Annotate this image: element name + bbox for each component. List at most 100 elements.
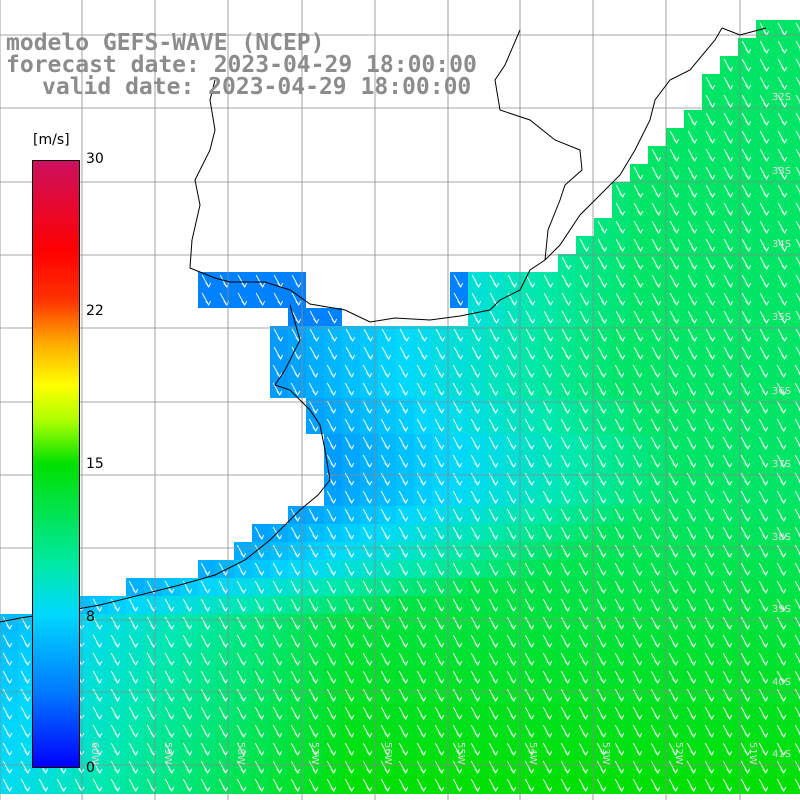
wind-speed-cell [270, 704, 288, 722]
wind-arrow [759, 58, 770, 72]
wind-speed-cell [0, 704, 18, 722]
wind-arrow [344, 454, 355, 468]
wind-speed-cell [774, 506, 792, 524]
wind-arrow [489, 274, 500, 288]
wind-arrow [686, 436, 697, 450]
wind-arrow [704, 652, 715, 666]
wind-speed-cell [468, 614, 486, 632]
wind-arrow [20, 706, 31, 720]
wind-speed-cell [306, 704, 324, 722]
wind-speed-cell [486, 362, 504, 380]
wind-arrow [542, 724, 553, 738]
wind-arrow [380, 400, 391, 414]
wind-speed-cell [216, 614, 234, 632]
wind-arrow [615, 220, 626, 234]
wind-arrow [291, 346, 302, 360]
wind-arrow [741, 328, 752, 342]
wind-arrow [650, 526, 661, 540]
wind-arrow [524, 400, 535, 414]
wind-arrow [308, 508, 319, 522]
wind-arrow [560, 652, 571, 666]
wind-speed-cell [720, 308, 738, 326]
wind-arrow [524, 544, 535, 558]
wind-speed-cell [0, 758, 18, 776]
wind-speed-cell [432, 560, 450, 578]
wind-speed-cell [792, 740, 800, 758]
wind-arrow [272, 544, 283, 558]
wind-arrow [524, 598, 535, 612]
wind-arrow [488, 670, 499, 684]
wind-arrow [579, 310, 590, 324]
wind-arrow [578, 400, 589, 414]
wind-speed-cell [144, 722, 162, 740]
wind-speed-field [0, 20, 800, 794]
wind-speed-cell [684, 236, 702, 254]
wind-arrow [416, 436, 427, 450]
wind-speed-cell [126, 578, 144, 596]
wind-arrow [525, 346, 536, 360]
wind-arrow [362, 382, 373, 396]
wind-speed-cell [720, 110, 738, 128]
wind-speed-cell [234, 776, 252, 794]
wind-arrow [578, 454, 589, 468]
wind-arrow [560, 490, 571, 504]
wind-speed-cell [522, 488, 540, 506]
wind-arrow [344, 652, 355, 666]
wind-arrow [795, 346, 800, 357]
wind-arrow [470, 526, 481, 540]
wind-arrow [704, 544, 715, 558]
wind-arrow [362, 724, 373, 738]
wind-speed-cell [702, 362, 720, 380]
wind-speed-cell [180, 740, 198, 758]
wind-speed-cell [504, 722, 522, 740]
wind-arrow [650, 454, 661, 468]
wind-arrow [741, 346, 752, 360]
wind-speed-cell [342, 488, 360, 506]
wind-speed-cell [414, 578, 432, 596]
wind-speed-cell [702, 668, 720, 686]
wind-arrow [668, 652, 679, 666]
wind-arrow [686, 670, 697, 684]
wind-speed-cell [684, 668, 702, 686]
wind-arrow [164, 688, 175, 702]
wind-arrow [705, 112, 716, 126]
wind-arrow [722, 454, 733, 468]
wind-speed-cell [666, 524, 684, 542]
wind-speed-cell [306, 524, 324, 542]
wind-arrow [326, 526, 337, 540]
wind-speed-cell [396, 632, 414, 650]
wind-arrow [344, 490, 355, 504]
wind-speed-cell [342, 668, 360, 686]
wind-arrow [344, 580, 355, 594]
wind-speed-cell [522, 524, 540, 542]
wind-arrow [650, 436, 661, 450]
wind-speed-cell [774, 218, 792, 236]
wind-arrow [740, 634, 751, 648]
wind-speed-cell [324, 776, 342, 794]
wind-arrow [704, 382, 715, 396]
wind-arrow [398, 526, 409, 540]
wind-arrow [686, 580, 697, 594]
wind-speed-cell [288, 272, 306, 290]
wind-speed-cell [504, 308, 522, 326]
wind-arrow [470, 688, 481, 702]
wind-speed-cell [432, 614, 450, 632]
wind-arrow [668, 742, 679, 756]
wind-speed-cell [774, 776, 792, 794]
wind-speed-cell [648, 686, 666, 704]
wind-speed-cell [252, 524, 270, 542]
wind-speed-cell [486, 488, 504, 506]
wind-arrow [506, 526, 517, 540]
wind-speed-cell [486, 326, 504, 344]
wind-speed-cell [666, 650, 684, 668]
wind-arrow [524, 616, 535, 630]
wind-arrow [416, 400, 427, 414]
wind-arrow [2, 778, 13, 792]
wind-arrow [704, 598, 715, 612]
longitude-label: 60W [89, 742, 100, 765]
wind-arrow [704, 634, 715, 648]
wind-arrow [290, 580, 301, 594]
wind-arrow [686, 418, 697, 432]
wind-arrow [362, 436, 373, 450]
wind-speed-cell [198, 614, 216, 632]
